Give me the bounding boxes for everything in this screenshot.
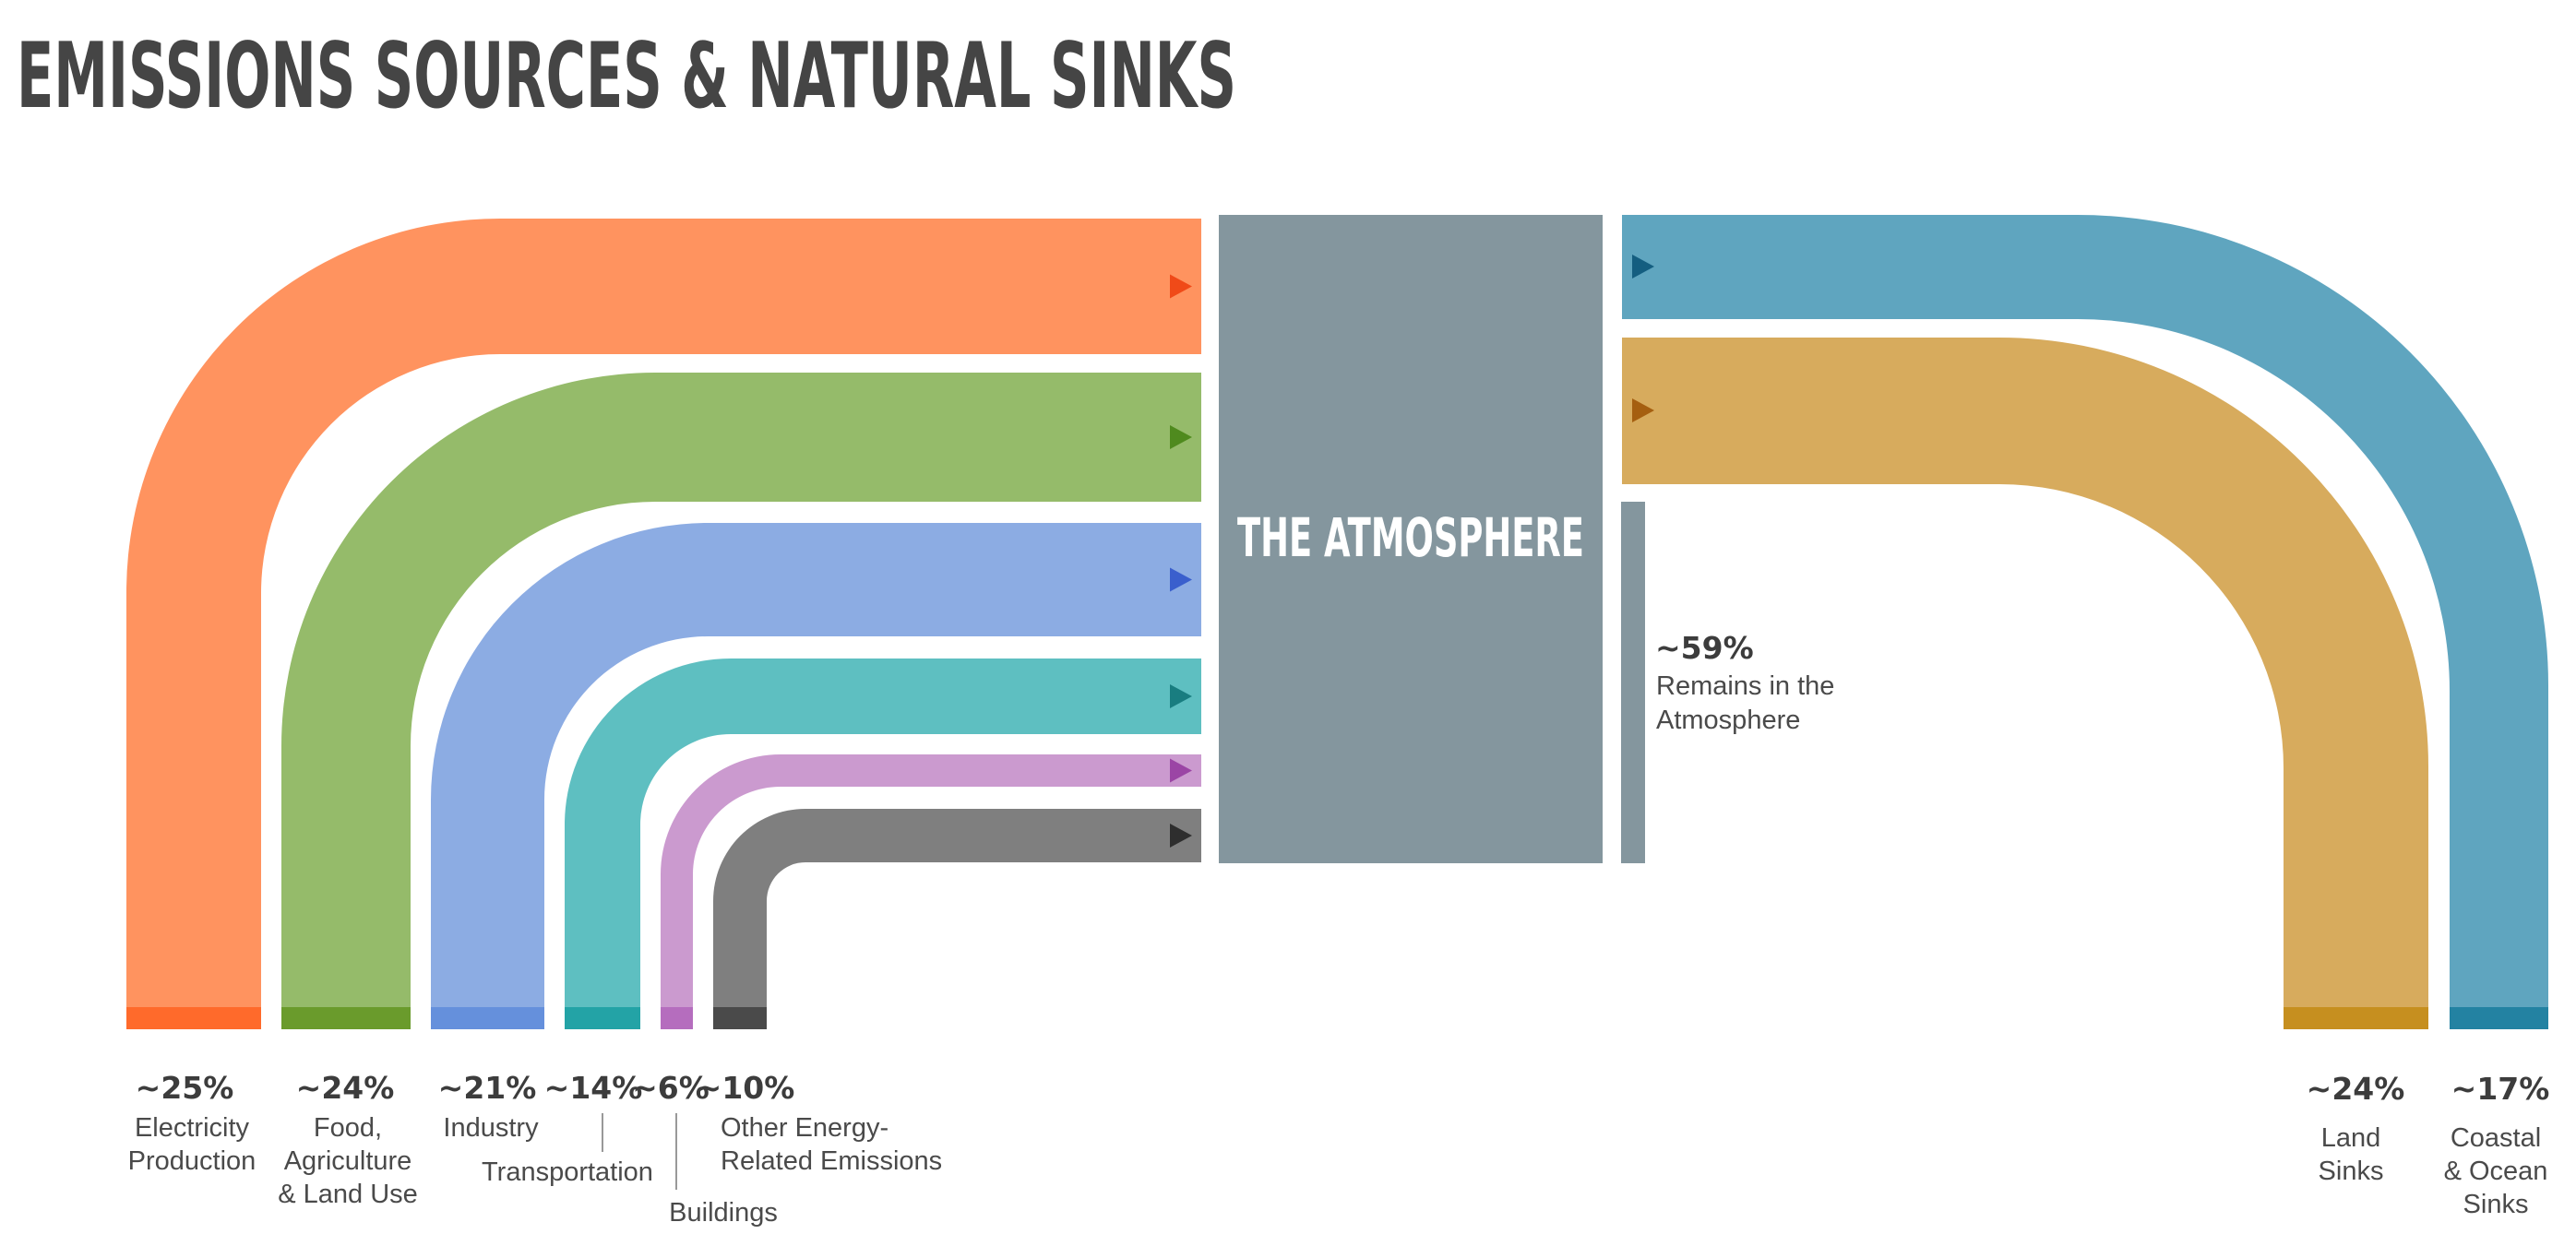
arrow-icon (1170, 274, 1192, 299)
source-percent-buildings: ~6% (632, 1070, 710, 1106)
source-band-food (281, 373, 1201, 1029)
source-band-other (713, 809, 1201, 1029)
source-foot-transportation (565, 1007, 640, 1029)
page-title: EMISSIONS SOURCES & NATURAL SINKS (17, 24, 1236, 129)
source-band-industry (431, 523, 1201, 1029)
sink-bands (1622, 215, 2548, 1029)
sink-label-coastal-ocean: Coastal (2451, 1123, 2541, 1153)
source-label-buildings: Buildings (669, 1198, 778, 1228)
source-label-electricity: Electricity (135, 1113, 250, 1143)
arrow-icon (1170, 684, 1192, 708)
remains-bar (1621, 502, 1645, 863)
sink-foot-land (2284, 1007, 2428, 1029)
source-labels: ~25% Electricity Production ~24% Food, A… (128, 1070, 942, 1228)
sink-label-land: Land (2321, 1123, 2381, 1153)
source-percent-transportation: ~14% (544, 1070, 643, 1106)
source-label-electricity: Production (128, 1146, 256, 1176)
arrow-icon (1170, 425, 1192, 449)
sink-label-land: Sinks (2319, 1157, 2384, 1186)
source-label-transportation: Transportation (482, 1157, 653, 1187)
source-label-food: Agriculture (284, 1146, 412, 1176)
source-bands (126, 219, 1201, 1029)
source-percent-food: ~24% (296, 1070, 395, 1106)
sink-band-land (1622, 338, 2428, 1029)
source-label-food: & Land Use (278, 1180, 418, 1209)
arrow-icon (1170, 758, 1192, 783)
sink-percent-land: ~24% (2307, 1071, 2405, 1107)
source-band-transportation (565, 659, 1201, 1029)
sink-percent-coastal-ocean: ~17% (2451, 1071, 2550, 1107)
arrow-icon (1170, 824, 1192, 848)
source-percent-electricity: ~25% (136, 1070, 234, 1106)
remains-percent: ~59% (1655, 630, 1754, 666)
source-percent-industry: ~21% (438, 1070, 537, 1106)
atmosphere-box (1219, 215, 1603, 863)
remains-label-line: Atmosphere (1656, 706, 1800, 735)
sink-labels: ~24% Land Sinks ~17% Coastal & Ocean Sin… (2307, 1071, 2550, 1219)
sink-band-coastal-ocean (1622, 215, 2548, 1029)
sink-foot-coastal-ocean (2450, 1007, 2548, 1029)
atmosphere-label: THE ATMOSPHERE (1237, 506, 1584, 569)
sink-label-coastal-ocean: Sinks (2463, 1190, 2529, 1219)
source-label-food: Food, (314, 1113, 382, 1143)
source-label-other: Other Energy- (721, 1113, 888, 1143)
source-foot-food (281, 1007, 411, 1029)
arrow-icon (1632, 255, 1654, 279)
source-foot-electricity (126, 1007, 261, 1029)
remains-label-line: Remains in the (1656, 671, 1834, 701)
source-foot-industry (431, 1007, 544, 1029)
arrow-icon (1170, 567, 1192, 592)
arrow-icon (1632, 398, 1654, 422)
source-label-industry: Industry (443, 1113, 539, 1143)
source-foot-other (713, 1007, 767, 1029)
source-band-buildings (661, 754, 1201, 1029)
source-percent-other: ~10% (697, 1070, 795, 1106)
source-band-electricity (126, 219, 1201, 1029)
source-label-other: Related Emissions (721, 1146, 942, 1176)
sink-label-coastal-ocean: & Ocean (2444, 1157, 2548, 1186)
source-foot-buildings (661, 1007, 693, 1029)
